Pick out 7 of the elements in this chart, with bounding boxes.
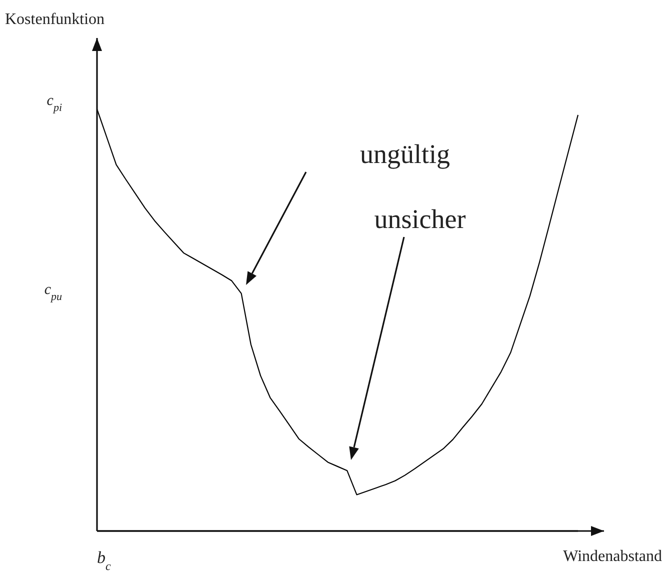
text: b$_{c}$ — [97, 548, 112, 573]
x-axis-title: Windenabstand — [563, 548, 662, 565]
text: c$_{pi}$ — [46, 93, 62, 114]
annotation: unsicher — [374, 204, 466, 234]
text: Kostenfunktion — [5, 11, 105, 28]
annotation: ungültig — [360, 139, 450, 169]
text: c$_{pu}$ — [44, 282, 62, 303]
